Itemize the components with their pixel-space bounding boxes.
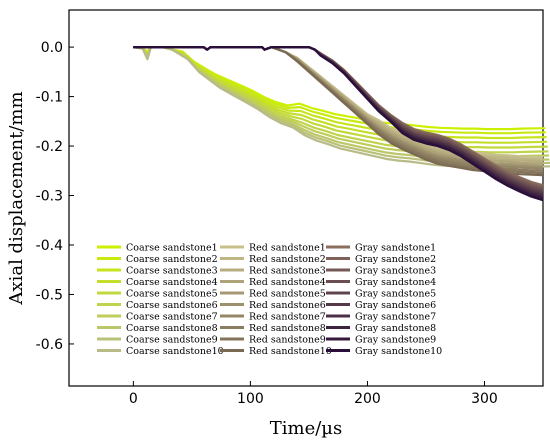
legend-label: Coarse sandstone10	[126, 346, 224, 357]
x-tick-label: 0	[129, 391, 138, 407]
y-tick-label: -0.4	[36, 238, 63, 254]
legend-label: Red sandstone7	[249, 312, 326, 323]
legend-label: Gray sandstone7	[355, 312, 436, 323]
tick-layer: 0 100 200 300 0.0 -0.1 -0.2 -0.3 -0.4 -0.5 -0.6	[36, 40, 498, 407]
series-layer	[133, 46, 550, 202]
legend-label: Coarse sandstone5	[126, 289, 218, 300]
legend-label: Red sandstone8	[249, 323, 326, 334]
legend-label: Coarse sandstone7	[126, 312, 218, 323]
legend-label: Gray sandstone3	[355, 266, 436, 277]
y-tick-label: -0.5	[36, 287, 63, 303]
series-line	[133, 46, 546, 131]
legend-label: Red sandstone10	[249, 346, 332, 357]
legend-label: Coarse sandstone3	[126, 266, 218, 277]
legend-label: Gray sandstone9	[355, 335, 436, 346]
y-tick-label: -0.2	[36, 139, 63, 155]
legend-label: Red sandstone4	[249, 277, 326, 288]
y-axis-title: Axial displacement/mm	[6, 91, 27, 305]
legend-label: Gray sandstone10	[355, 346, 442, 357]
legend-label: Coarse sandstone6	[126, 300, 218, 311]
y-tick-label: -0.3	[36, 189, 63, 205]
legend-label: Coarse sandstone4	[126, 277, 218, 288]
x-tick-label: 100	[237, 391, 264, 407]
legend-label: Gray sandstone4	[355, 277, 436, 288]
x-tick-label: 300	[471, 391, 498, 407]
x-axis-title: Time/µs	[270, 418, 342, 439]
legend-label: Coarse sandstone2	[126, 254, 218, 265]
legend-label: Red sandstone6	[249, 300, 326, 311]
legend-label: Red sandstone1	[249, 243, 326, 254]
legend-label: Red sandstone9	[249, 335, 326, 346]
y-tick-label: -0.1	[36, 90, 63, 106]
legend-label: Red sandstone2	[249, 254, 326, 265]
legend-label: Coarse sandstone8	[126, 323, 218, 334]
legend-label: Gray sandstone5	[355, 289, 436, 300]
legend-label: Gray sandstone1	[355, 243, 436, 254]
legend-label: Coarse sandstone9	[126, 335, 218, 346]
y-tick-label: -0.6	[36, 337, 63, 353]
legend-label: Gray sandstone8	[355, 323, 436, 334]
legend-label: Gray sandstone2	[355, 254, 436, 265]
legend-label: Red sandstone3	[249, 266, 326, 277]
x-tick-label: 200	[354, 391, 381, 407]
series-line	[133, 46, 544, 202]
y-tick-label: 0.0	[41, 40, 63, 56]
series-line	[133, 46, 546, 135]
legend-label: Gray sandstone6	[355, 300, 436, 311]
legend-label: Red sandstone5	[249, 289, 326, 300]
legend-label: Coarse sandstone1	[126, 243, 218, 254]
